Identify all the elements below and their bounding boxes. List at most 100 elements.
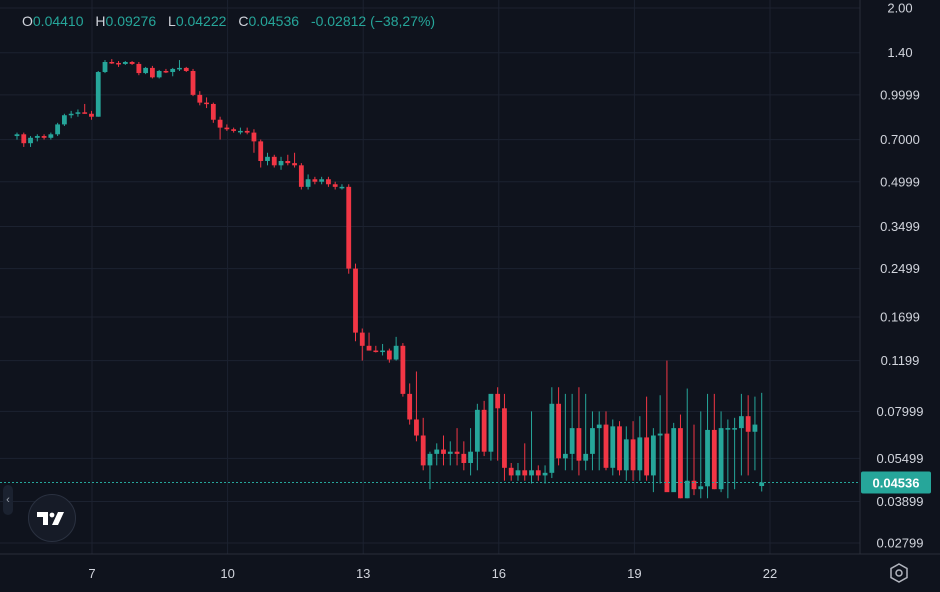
price-axis[interactable]: 2.00 1.40 0.9999 0.7000 0.4999 0.3499 0.2499 0.…	[859, 0, 924, 554]
candle	[549, 387, 555, 479]
candle	[738, 393, 744, 476]
candle	[542, 465, 548, 484]
candle	[569, 393, 575, 471]
candle-body	[339, 186, 345, 189]
candle	[732, 417, 738, 490]
candle-body	[21, 134, 27, 144]
price-tick-label: 0.2499	[880, 261, 920, 276]
candle-body	[441, 449, 446, 454]
candle	[177, 60, 182, 71]
candle-body	[346, 186, 352, 269]
candle-body	[28, 137, 33, 144]
candle-body	[366, 345, 372, 351]
low-label: L	[168, 13, 176, 29]
candle	[684, 388, 690, 499]
candle-body	[542, 472, 548, 476]
candle-body	[326, 179, 331, 185]
candle-body	[630, 439, 636, 471]
candle	[644, 396, 650, 481]
price-tick-label: 0.7000	[880, 132, 920, 147]
candle	[170, 67, 176, 77]
candle-body	[271, 156, 277, 166]
candle-body	[515, 470, 521, 476]
candle	[671, 422, 677, 493]
price-tick-label: 0.1699	[880, 310, 920, 325]
candle	[285, 154, 291, 166]
candle-body	[596, 424, 602, 429]
candle-body	[14, 134, 20, 137]
candle	[529, 411, 534, 484]
candle	[468, 428, 473, 476]
candle	[664, 360, 670, 493]
candle	[562, 393, 568, 471]
price-tick-label: 0.9999	[880, 87, 920, 102]
candle	[143, 66, 149, 75]
candle	[183, 66, 189, 73]
candle-body	[705, 429, 710, 487]
candle-body	[637, 437, 643, 471]
candle	[292, 152, 297, 168]
candle-body	[684, 480, 690, 499]
candle-body	[353, 268, 358, 333]
candle	[312, 176, 318, 185]
candle	[380, 343, 385, 356]
candle-body	[522, 470, 528, 476]
candle	[122, 61, 128, 65]
candle-body	[474, 409, 480, 452]
candle	[224, 124, 230, 131]
candle	[41, 134, 47, 140]
candle-body	[55, 124, 61, 135]
settings-hexagon-icon[interactable]	[888, 562, 910, 584]
candle	[251, 129, 257, 153]
candle-body	[434, 449, 440, 454]
candle-body	[332, 184, 338, 187]
candle-body	[48, 134, 54, 138]
candle-body	[75, 112, 81, 114]
price-tick-label: 2.00	[887, 1, 912, 16]
candle	[495, 387, 501, 461]
chart-grid	[0, 0, 860, 554]
candle	[278, 156, 284, 170]
candle	[163, 68, 169, 74]
candle	[610, 419, 616, 476]
last-price-tag-bg	[861, 471, 931, 494]
candle	[386, 348, 392, 363]
candle	[75, 109, 81, 117]
candle-body	[650, 435, 656, 476]
candle	[346, 184, 352, 274]
candle-body	[502, 408, 507, 468]
candle	[502, 393, 507, 481]
candle-body	[549, 403, 555, 473]
candle	[298, 163, 304, 190]
high-label: H	[95, 13, 106, 29]
time-tick-label: 19	[627, 566, 641, 581]
candle	[61, 113, 67, 127]
change-value: -0.02812 (−38,27%)	[310, 13, 436, 29]
candle	[373, 345, 379, 353]
candle	[197, 91, 203, 106]
candle	[650, 428, 656, 493]
candle	[150, 65, 155, 79]
candle	[48, 132, 54, 140]
chevron-left-icon[interactable]: ‹	[3, 485, 13, 515]
candle	[231, 127, 237, 133]
candle	[745, 395, 751, 476]
candle-body	[386, 350, 392, 360]
time-axis[interactable]: 7 10 13 16 19 22	[0, 553, 940, 581]
candle-body	[738, 416, 744, 429]
candle-body	[95, 72, 101, 117]
candle-body	[414, 419, 419, 436]
candle-body	[278, 160, 284, 166]
candle-body	[116, 62, 121, 65]
candle-body	[752, 424, 758, 432]
candle-body	[657, 433, 663, 436]
candle	[353, 263, 358, 342]
candle	[508, 462, 514, 481]
tradingview-logo-icon[interactable]	[28, 494, 76, 542]
candle	[82, 103, 88, 114]
candle	[711, 393, 717, 490]
time-tick-label: 22	[763, 566, 777, 581]
candle-body	[576, 428, 582, 461]
candle-body	[535, 470, 541, 476]
